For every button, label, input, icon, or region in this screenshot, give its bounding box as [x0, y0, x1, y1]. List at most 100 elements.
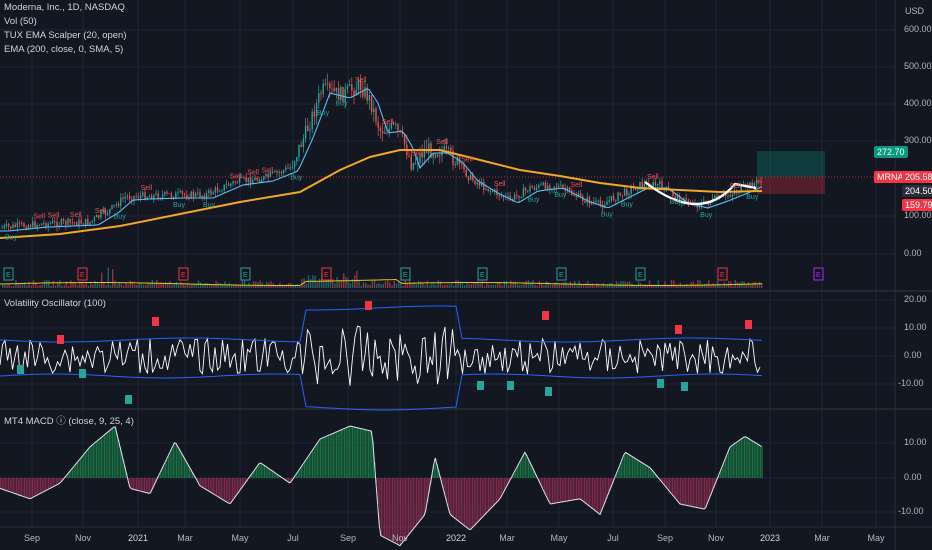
time-label: Jul	[287, 533, 299, 543]
svg-text:E: E	[6, 272, 11, 279]
svg-text:Sell: Sell	[262, 167, 274, 174]
svg-text:Buy: Buy	[5, 235, 18, 242]
svg-text:E: E	[80, 272, 85, 279]
svg-text:Sell: Sell	[95, 208, 107, 215]
macd-tick: 10.00	[904, 437, 927, 447]
svg-text:E: E	[243, 272, 248, 279]
price-tick: 300.00	[904, 135, 932, 145]
time-label: 2021	[127, 533, 149, 543]
svg-text:Buy: Buy	[746, 194, 759, 201]
price-tick: 400.00	[904, 98, 932, 108]
svg-text:Buy: Buy	[173, 202, 186, 209]
earnings-marker: E	[635, 267, 646, 281]
svg-text:Sell: Sell	[247, 169, 259, 176]
candles	[1, 73, 762, 232]
svg-text:E: E	[181, 272, 186, 279]
price-tag-target: 272.70	[874, 146, 908, 158]
time-label: 2023	[759, 533, 781, 543]
price-tick: 500.00	[904, 61, 932, 71]
volume-bars	[2, 267, 763, 288]
svg-text:Buy: Buy	[335, 100, 348, 107]
osc-tick: 10.00	[904, 322, 927, 332]
indicator-volume[interactable]: Vol (50)	[4, 16, 37, 27]
earnings-marker: E	[477, 267, 488, 281]
earnings-marker: E	[321, 267, 332, 281]
svg-text:Sell: Sell	[494, 181, 506, 188]
macd-tick: -10.00	[898, 506, 924, 516]
svg-text:Buy: Buy	[601, 212, 614, 219]
earnings-marker: E	[3, 267, 14, 281]
volatility-oscillator-title[interactable]: Volatility Oscillator (100)	[4, 298, 106, 309]
tux-ema-line	[0, 88, 763, 232]
svg-text:Sell: Sell	[436, 139, 448, 146]
svg-text:E: E	[403, 272, 408, 279]
svg-text:Sell: Sell	[730, 183, 742, 190]
svg-text:Buy: Buy	[670, 199, 683, 206]
currency-label: USD	[905, 6, 925, 16]
price-tag-stop: 159.79	[902, 199, 932, 211]
indicator-tux-ema[interactable]: TUX EMA Scalper (20, open)	[4, 30, 127, 41]
time-label: Sep	[23, 533, 41, 543]
svg-text:Buy: Buy	[554, 192, 567, 199]
svg-text:Sell: Sell	[48, 213, 60, 220]
price-tag-ema: 204.50	[902, 185, 932, 197]
osc-tick: -10.00	[898, 378, 924, 388]
svg-text:E: E	[720, 272, 725, 279]
macd-title[interactable]: MT4 MACD ⓘ (close, 9, 25, 4)	[4, 416, 134, 427]
volatility-oscillator	[0, 301, 763, 411]
svg-text:E: E	[480, 272, 485, 279]
osc-tick: 0.00	[904, 350, 922, 360]
svg-text:Sell: Sell	[141, 185, 153, 192]
target-zone	[757, 151, 825, 177]
earnings-marker: E	[813, 267, 824, 281]
svg-text:Sell: Sell	[647, 174, 659, 181]
earnings-marker: E	[400, 267, 411, 281]
svg-text:Sell: Sell	[411, 151, 423, 158]
time-label: Jul	[607, 533, 619, 543]
svg-text:Buy: Buy	[621, 202, 634, 209]
svg-text:Sell: Sell	[571, 182, 583, 189]
symbol-title[interactable]: Moderna, Inc., 1D, NASDAQ	[4, 2, 125, 13]
svg-text:Sell: Sell	[382, 119, 394, 126]
svg-text:E: E	[559, 272, 564, 279]
svg-text:Sell: Sell	[33, 214, 45, 221]
macd-histogram	[0, 426, 763, 546]
time-label: Sep	[339, 533, 357, 543]
svg-text:E: E	[324, 272, 329, 279]
osc-tick: 20.00	[904, 294, 927, 304]
svg-text:Buy: Buy	[700, 212, 713, 219]
price-tick: 0.00	[904, 248, 922, 258]
earnings-marker: E	[178, 267, 189, 281]
time-label: Nov	[74, 533, 92, 543]
time-label: 2022	[445, 533, 467, 543]
price-tag-last: 205.58	[902, 171, 932, 183]
volume-ma-line	[0, 278, 763, 286]
time-label: Sep	[656, 533, 674, 543]
price-tick: 100.00	[904, 210, 932, 220]
earnings-marker: E	[77, 267, 88, 281]
svg-text:Buy: Buy	[203, 202, 216, 209]
price-tick: 600.00	[904, 24, 932, 34]
macd-line	[0, 425, 762, 547]
svg-text:Buy: Buy	[114, 214, 127, 221]
ema-200-line	[0, 149, 763, 239]
svg-text:Buy: Buy	[527, 197, 540, 204]
earnings-marker: E	[717, 267, 728, 281]
svg-text:Sell: Sell	[230, 173, 242, 180]
indicator-ema200[interactable]: EMA (200, close, 0, SMA, 5)	[4, 44, 124, 55]
svg-text:Sell: Sell	[355, 77, 367, 84]
cup-drawing	[644, 181, 757, 206]
macd-tick: 0.00	[904, 472, 922, 482]
time-label: May	[231, 533, 249, 543]
time-label: Nov	[391, 533, 409, 543]
symbol-tag: MRNA	[874, 171, 907, 183]
svg-text:E: E	[816, 272, 821, 279]
svg-text:Buy: Buy	[290, 174, 303, 181]
svg-text:Sell: Sell	[461, 156, 473, 163]
time-label: Mar	[499, 533, 515, 543]
time-label: May	[867, 533, 885, 543]
time-label: Mar	[814, 533, 830, 543]
earnings-marker: E	[240, 267, 251, 281]
